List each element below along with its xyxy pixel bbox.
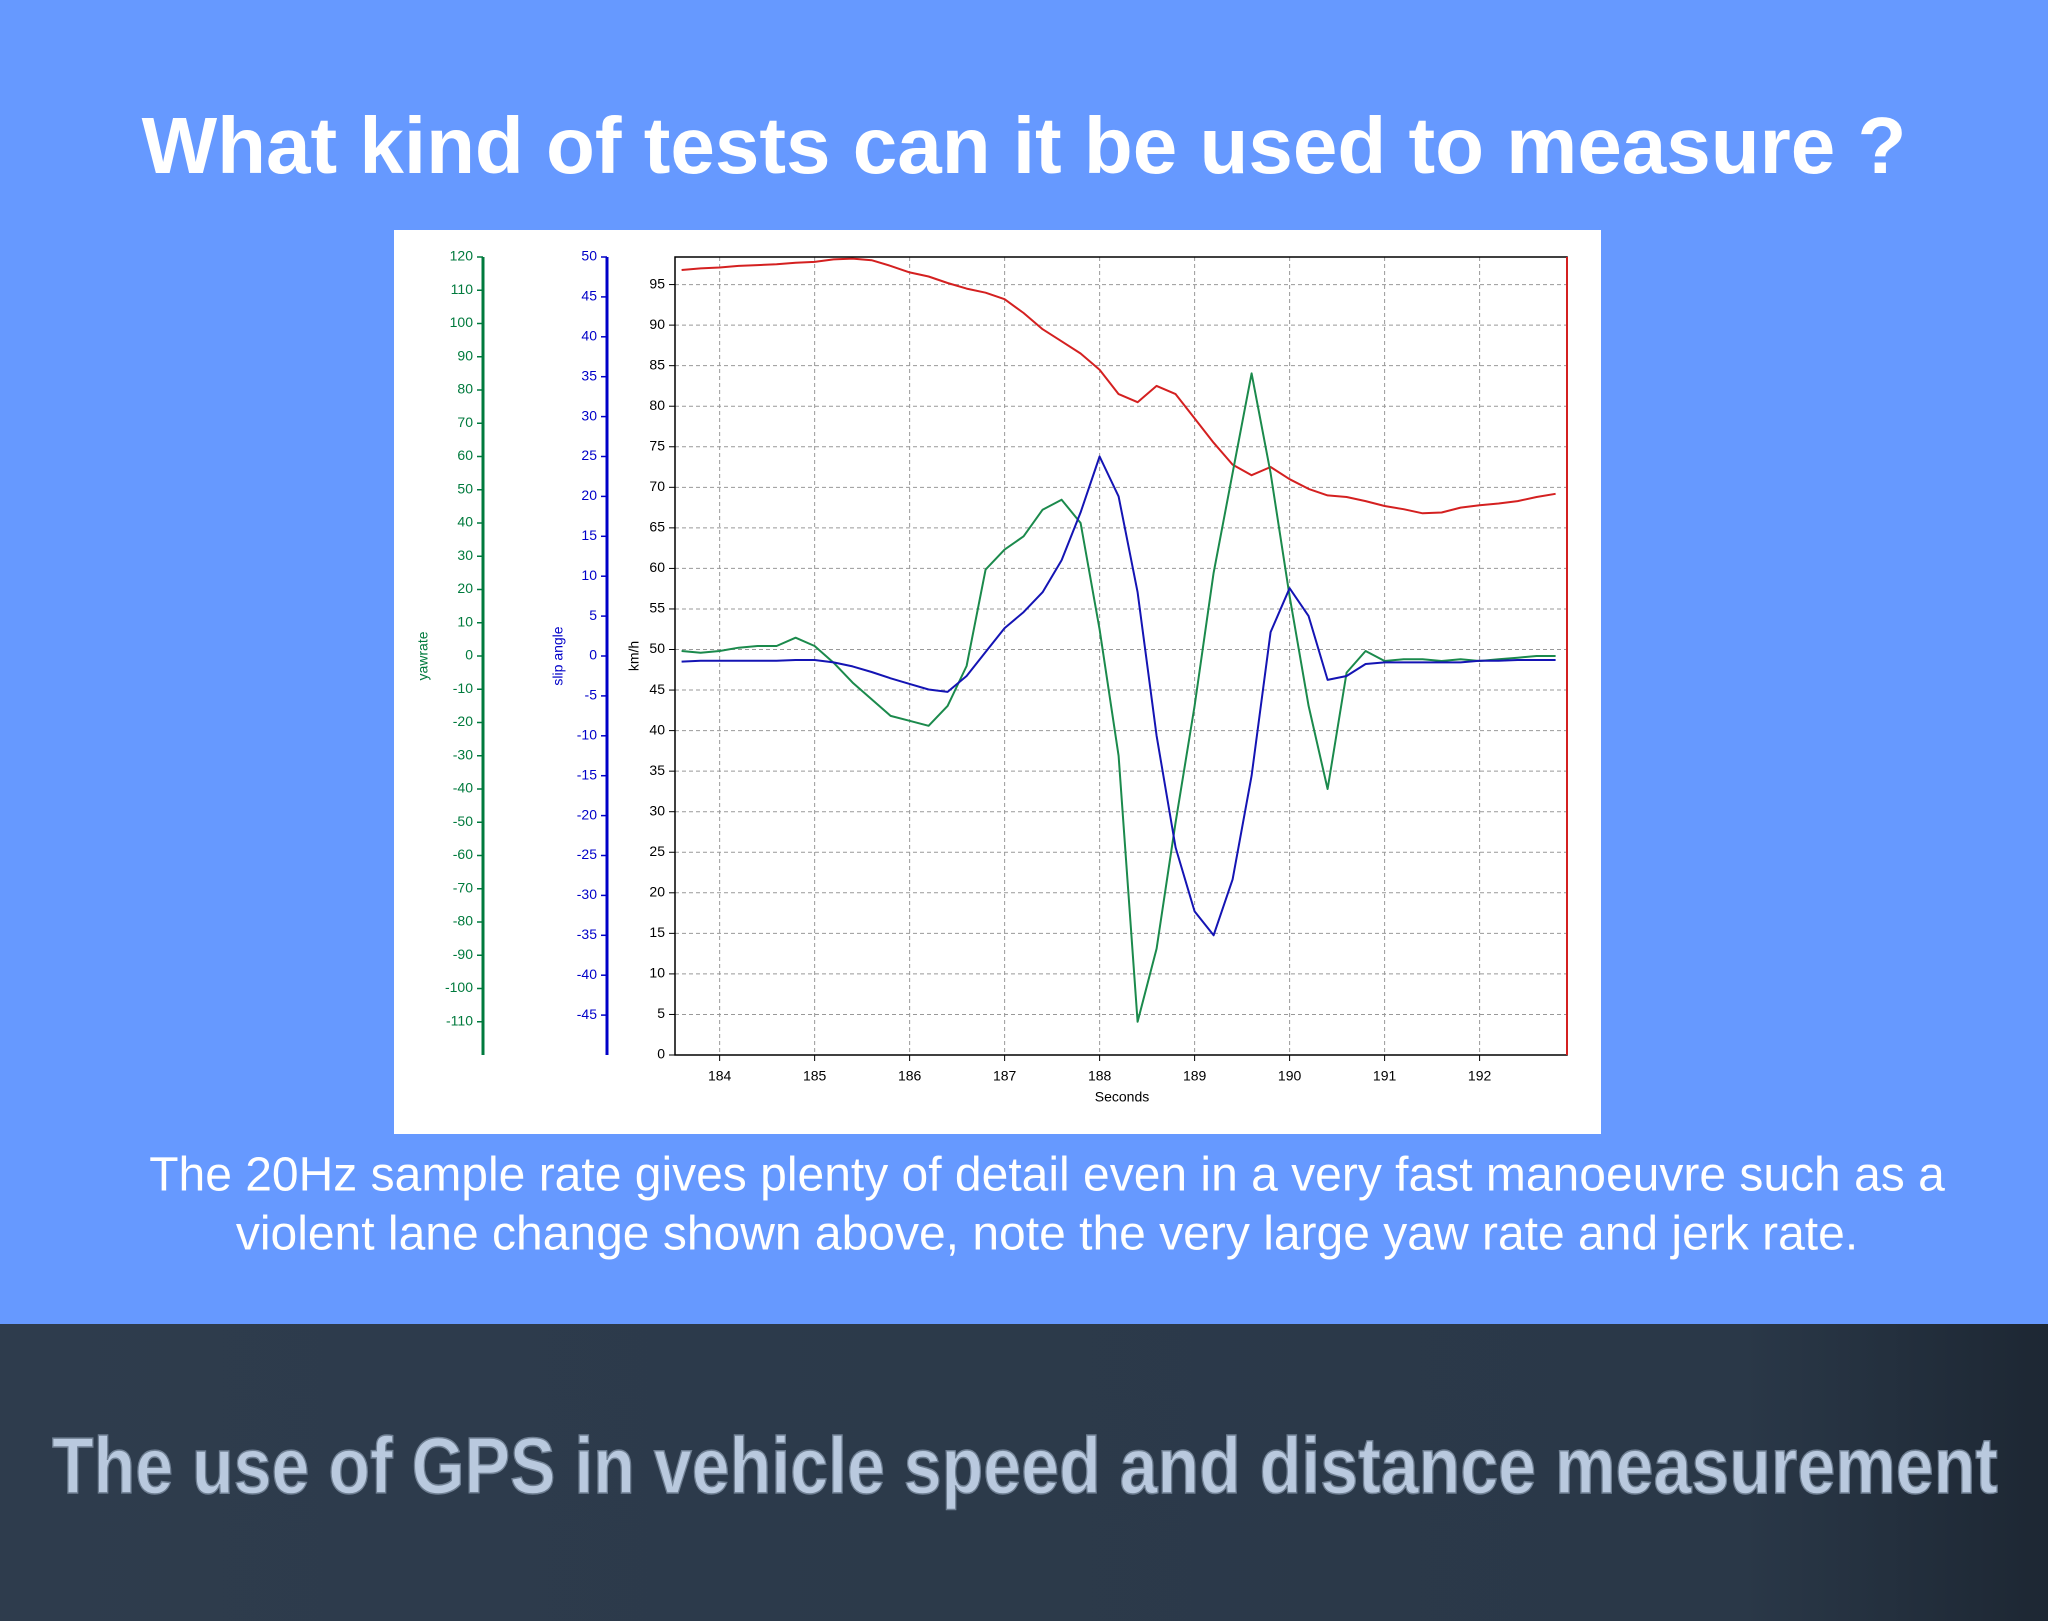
slip-axis-tick-label: 45 (581, 288, 597, 304)
yawrate-axis-tick-label: 50 (457, 480, 473, 496)
yawrate-axis-title: yawrate (415, 631, 431, 680)
y-tick-label: 30 (649, 802, 665, 818)
y-tick-label: 60 (649, 559, 665, 575)
yawrate-axis-tick-label: -60 (453, 846, 473, 862)
yawrate-axis-tick-label: 20 (457, 580, 473, 596)
x-tick-label: 191 (1373, 1068, 1397, 1084)
y-tick-label: 5 (657, 1005, 665, 1021)
slip-axis-tick-label: 5 (589, 607, 597, 623)
yawrate-axis-tick-label: 10 (457, 613, 473, 629)
series-line (681, 372, 1556, 1023)
slip-axis-tick-label: -10 (577, 727, 597, 743)
y-tick-label: 75 (649, 437, 665, 453)
yawrate-axis-tick-label: -40 (453, 780, 473, 796)
yawrate-axis-tick-label: 90 (457, 347, 473, 363)
y-tick-label: 50 (649, 640, 665, 656)
slip-axis-tick-label: -40 (577, 966, 597, 982)
y-tick-label: 10 (649, 965, 665, 981)
y-tick-label: 80 (649, 397, 665, 413)
x-tick-label: 184 (708, 1068, 732, 1084)
yawrate-axis-tick-label: 100 (450, 314, 474, 330)
x-tick-label: 189 (1183, 1068, 1207, 1084)
caption-line: violent lane change shown above, note th… (236, 1208, 1858, 1261)
y-tick-label: 95 (649, 275, 665, 291)
y-tick-label: 85 (649, 356, 665, 372)
yawrate-axis-tick-label: -10 (453, 680, 473, 696)
yawrate-axis-tick-label: 0 (465, 647, 473, 663)
slip-axis-tick-label: -15 (577, 766, 597, 782)
slip-axis-tick-label: 0 (589, 647, 597, 663)
x-axis-title: Seconds (1095, 1089, 1149, 1105)
slip-axis-tick-label: -20 (577, 806, 597, 822)
x-tick-label: 185 (803, 1068, 827, 1084)
yawrate-axis-tick-label: 120 (450, 248, 474, 264)
y-tick-label: 90 (649, 316, 665, 332)
slip-axis-tick-label: 40 (581, 328, 597, 344)
yawrate-axis-tick-label: 70 (457, 414, 473, 430)
yawrate-axis-tick-label: -50 (453, 813, 473, 829)
slip-axis-tick-label: -5 (585, 687, 598, 703)
slip-axis-title: slip angle (550, 626, 566, 685)
y-tick-label: 20 (649, 884, 665, 900)
x-tick-label: 192 (1468, 1068, 1492, 1084)
y-tick-label: 55 (649, 600, 665, 616)
yawrate-axis-tick-label: -90 (453, 946, 473, 962)
yawrate-axis-tick-label: -70 (453, 879, 473, 895)
x-tick-label: 187 (993, 1068, 1017, 1084)
yawrate-axis-tick-label: 40 (457, 514, 473, 530)
y-tick-label: 45 (649, 681, 665, 697)
y-tick-label: 70 (649, 478, 665, 494)
slip-axis-tick-label: -25 (577, 846, 597, 862)
x-tick-label: 188 (1088, 1068, 1112, 1084)
caption-line: The 20Hz sample rate gives plenty of det… (149, 1149, 1945, 1202)
yawrate-axis-tick-label: -80 (453, 913, 473, 929)
y-tick-label: 25 (649, 843, 665, 859)
footer-title: The use of GPS in vehicle speed and dist… (52, 1421, 1998, 1510)
slip-axis-tick-label: 20 (581, 487, 597, 503)
y-axis-title: km/h (626, 641, 642, 671)
slip-axis-tick-label: -45 (577, 1006, 597, 1022)
slip-axis-tick-label: -35 (577, 926, 597, 942)
x-tick-label: 190 (1278, 1068, 1302, 1084)
yawrate-axis-tick-label: -30 (453, 746, 473, 762)
yawrate-axis-tick-label: 60 (457, 447, 473, 463)
yawrate-axis-tick-label: -110 (446, 1012, 473, 1028)
slip-axis-tick-label: 30 (581, 407, 597, 423)
y-tick-label: 65 (649, 519, 665, 535)
footer-band (0, 1324, 2048, 1621)
chart-panel (394, 230, 1601, 1134)
slip-axis-tick-label: 25 (581, 447, 597, 463)
slip-axis-tick-label: 10 (581, 567, 597, 583)
yawrate-axis-tick-label: -20 (453, 713, 473, 729)
slip-axis-tick-label: 15 (581, 527, 597, 543)
slip-axis-tick-label: 50 (581, 248, 597, 264)
x-tick-label: 186 (898, 1068, 922, 1084)
y-tick-label: 15 (649, 924, 665, 940)
yawrate-axis-tick-label: 30 (457, 547, 473, 563)
slip-axis-tick-label: -30 (577, 886, 597, 902)
slide-title: What kind of tests can it be used to mea… (142, 101, 1907, 190)
y-tick-label: 40 (649, 721, 665, 737)
slip-axis-tick-label: 35 (581, 367, 597, 383)
yawrate-axis-tick-label: 80 (457, 381, 473, 397)
series-line (681, 455, 1556, 937)
chart: 184 185 186 187 188 189 190 191 192 0 5 10 15 20 25 30 3… (415, 248, 1568, 1105)
yawrate-axis-tick-label: -100 (445, 979, 473, 995)
y-tick-label: 35 (649, 762, 665, 778)
series-line (681, 257, 1556, 515)
yawrate-axis-tick-label: 110 (451, 281, 474, 297)
y-tick-label: 0 (657, 1046, 665, 1062)
